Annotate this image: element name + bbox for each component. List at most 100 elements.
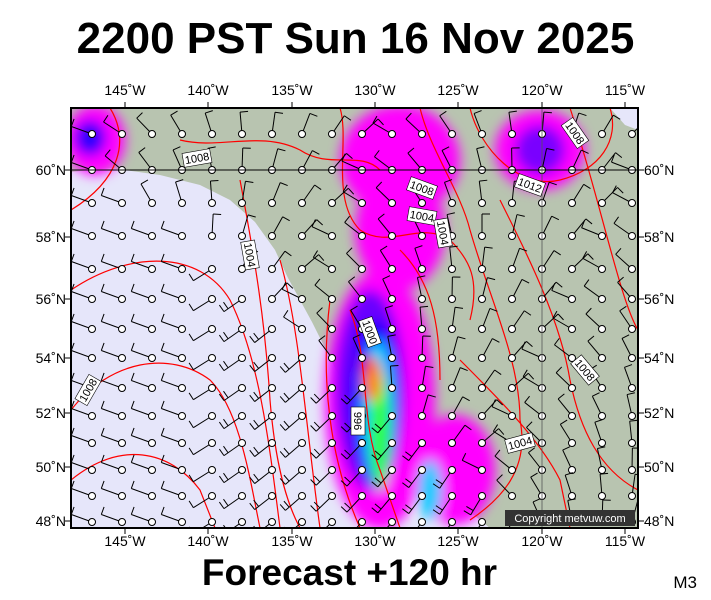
station-marker (118, 199, 126, 207)
wind-barb (160, 283, 186, 303)
station-marker (118, 466, 126, 474)
wind-barb (340, 466, 366, 487)
station-marker (148, 295, 156, 303)
wind-barb (348, 276, 366, 303)
station-marker (238, 325, 246, 333)
wind-barb (617, 276, 636, 303)
station-marker (208, 354, 216, 362)
lat-tick-label: 52˚N (644, 405, 674, 421)
wind-barb (447, 518, 456, 528)
station-marker (418, 199, 426, 207)
station-marker (88, 466, 96, 474)
station-marker (598, 384, 606, 392)
lat-tick-label: 56˚N (644, 291, 674, 307)
wind-barb (554, 338, 576, 362)
station-marker (328, 354, 336, 362)
station-marker (598, 412, 606, 420)
station-marker (628, 130, 636, 138)
station-marker (508, 412, 516, 420)
station-marker (388, 232, 396, 240)
wind-barb (298, 219, 324, 240)
station-marker (568, 265, 576, 273)
wind-barb (508, 310, 532, 333)
wind-barb (310, 492, 336, 512)
wind-barb (628, 419, 638, 447)
station-marker (208, 265, 216, 273)
wind-barb (340, 384, 366, 405)
station-marker (118, 384, 126, 392)
station-marker (148, 130, 156, 138)
station-marker (118, 295, 126, 303)
isobar-label: 1004 (406, 206, 438, 226)
lon-tick-label: 140˚W (187, 82, 229, 98)
station-marker (598, 265, 606, 273)
wind-barb (71, 400, 96, 420)
wind-barb (103, 115, 126, 138)
station-marker (628, 232, 636, 240)
station-marker (598, 325, 606, 333)
wind-barb (478, 338, 500, 362)
forecast-label: Forecast +120 hr (201, 552, 498, 593)
wind-barb (568, 183, 591, 207)
svg-text:1008: 1008 (184, 151, 210, 167)
station-marker (148, 439, 156, 447)
wind-barb (100, 342, 126, 362)
station-marker (268, 199, 276, 207)
station-marker (358, 354, 366, 362)
station-marker (628, 466, 636, 474)
station-marker (268, 354, 276, 362)
station-marker (598, 295, 606, 303)
station-marker (358, 439, 366, 447)
wind-barb (562, 446, 576, 474)
station-marker (478, 199, 486, 207)
ocean (71, 168, 490, 528)
station-marker (478, 439, 486, 447)
wind-barb (478, 369, 502, 392)
isobars (71, 108, 638, 528)
station-marker (88, 439, 96, 447)
wind-barb (344, 215, 366, 240)
station-marker (358, 492, 366, 500)
station-marker (508, 232, 516, 240)
wind-barb (585, 307, 606, 333)
station-marker (388, 265, 396, 273)
station-marker (268, 412, 276, 420)
wind-barb (100, 220, 126, 240)
wind-barb (598, 472, 609, 500)
wind-barb (478, 246, 493, 273)
lon-tick-label: 120˚W (521, 82, 563, 98)
wind-barb (249, 384, 276, 402)
station-marker (328, 466, 336, 474)
wind-barb (318, 335, 336, 362)
station-marker (568, 199, 576, 207)
station-marker (268, 295, 276, 303)
station-marker (568, 354, 576, 362)
wind-barb (418, 335, 431, 362)
wind-barb (619, 305, 636, 333)
station-marker (628, 325, 636, 333)
isobar-label: 996 (350, 406, 366, 436)
isobar-label: 1004 (433, 217, 453, 249)
lat-tick-label: 50˚N (644, 459, 674, 475)
wind-barb (555, 366, 576, 392)
station-marker (88, 412, 96, 420)
wind-barb (100, 253, 126, 273)
station-marker (568, 384, 576, 392)
wind-barb (204, 110, 216, 138)
wind-barb (71, 342, 96, 362)
station-marker (448, 384, 456, 392)
station-marker (388, 384, 396, 392)
station-marker (508, 492, 516, 500)
svg-text:1004: 1004 (241, 242, 257, 268)
wind-barb (444, 179, 456, 207)
station-marker (148, 384, 156, 392)
wind-barb (188, 439, 216, 456)
station-marker (388, 492, 396, 500)
wind-barb (100, 372, 126, 392)
station-marker (88, 130, 96, 138)
station-marker (508, 384, 516, 392)
wind-barb (587, 335, 606, 362)
model-label: M3 (673, 573, 697, 592)
station-marker (418, 439, 426, 447)
station-marker (268, 439, 276, 447)
